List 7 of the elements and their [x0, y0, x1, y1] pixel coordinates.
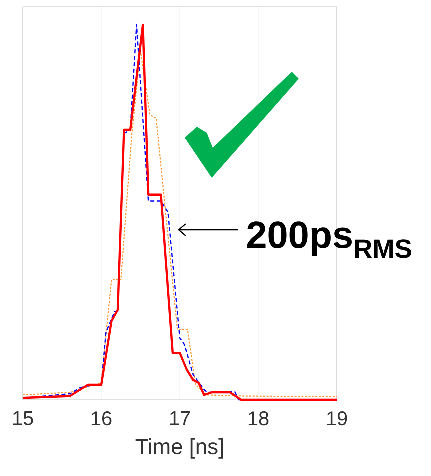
x-tick-label: 17: [170, 412, 190, 426]
x-tick-label: 16: [92, 412, 112, 426]
x-tick-label: 19: [327, 412, 348, 426]
x-tick-label: 18: [248, 412, 269, 426]
x-tick-label: 15: [13, 412, 34, 426]
annotation: 200ps$_{RMS}$: [248, 222, 412, 258]
x-axis-title: Time [ns]: [136, 438, 224, 459]
